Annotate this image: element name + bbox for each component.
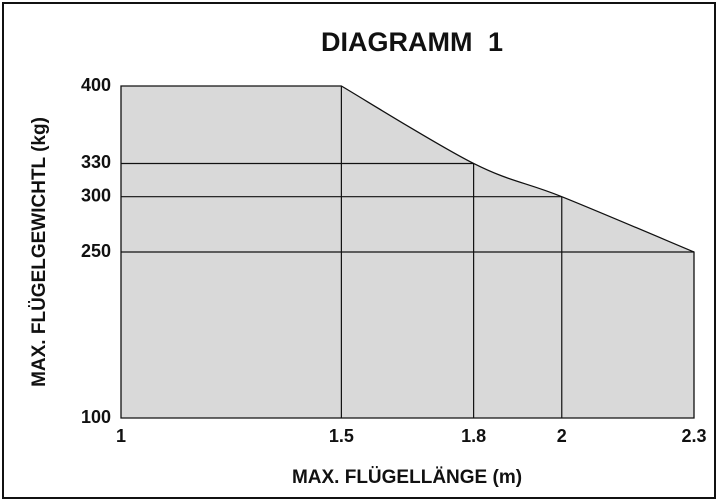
- x-tick-label: 2.3: [681, 426, 706, 446]
- chart-title: DIAGRAMM 1: [321, 27, 503, 57]
- x-axis-title: MAX. FLÜGELLÄNGE (m): [292, 467, 522, 488]
- x-tick-label: 1: [116, 426, 126, 446]
- y-axis-title: MAX. FLÜGELGEWICHTL (kg): [29, 117, 50, 387]
- x-tick-label: 1.8: [461, 426, 486, 446]
- y-tick-label: 400: [81, 75, 111, 95]
- x-tick-label: 2: [557, 426, 567, 446]
- y-tick-label: 300: [81, 185, 111, 205]
- y-tick-label: 250: [81, 241, 111, 261]
- x-tick-label: 1.5: [329, 426, 354, 446]
- y-tick-label: 100: [81, 407, 111, 427]
- y-tick-label: 330: [81, 152, 111, 172]
